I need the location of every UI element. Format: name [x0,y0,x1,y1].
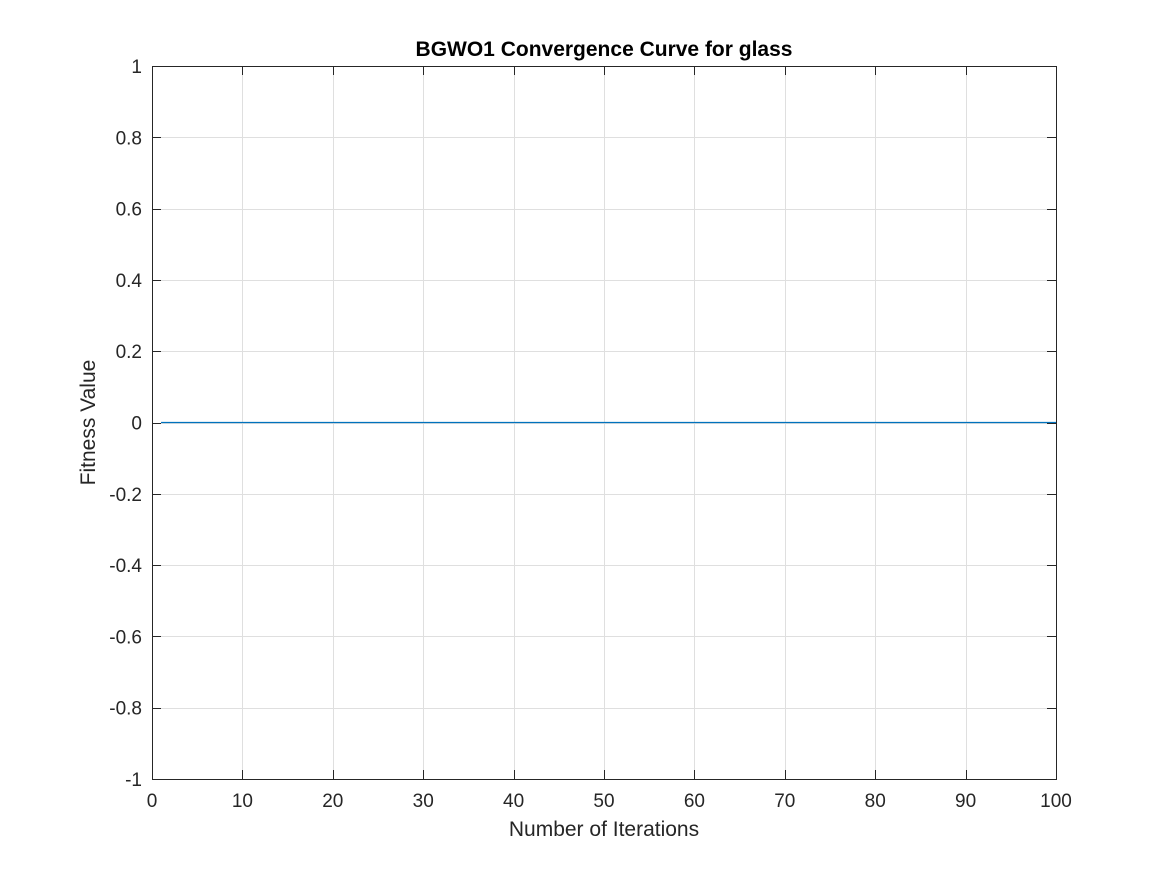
x-tick-label: 50 [593,791,614,812]
y-tick-label: 0.6 [116,200,142,221]
y-tick-label: -1 [125,770,142,791]
y-tick-label: 0 [131,414,142,435]
x-tick-label: 80 [865,791,886,812]
y-axis-title: Fitness Value [77,360,100,486]
x-tick-label: 0 [147,791,158,812]
x-tick-label: 60 [684,791,705,812]
x-tick-label: 30 [413,791,434,812]
y-tick-label: 0.4 [116,271,143,292]
tick-marks [152,66,1057,780]
x-tick-label: 100 [1040,791,1072,812]
x-tick-label: 10 [232,791,253,812]
y-tick-label: 0.2 [116,342,142,363]
y-tick-label: -0.6 [109,627,142,648]
tick-labels: 0 10 20 30 40 50 60 70 80 90 100-1-0.8-0.6-0.4-0.2… [109,57,1072,812]
y-tick-label: -0.2 [109,485,142,506]
grid-lines [152,66,1056,779]
x-tick-label: 20 [322,791,343,812]
x-tick-label: 90 [955,791,976,812]
y-tick-label: 0.8 [116,128,142,149]
x-tick-label: 40 [503,791,524,812]
y-tick-label: 1 [131,57,142,78]
y-tick-label: -0.8 [109,699,142,720]
chart-title: BGWO1 Convergence Curve for glass [416,38,793,61]
x-tick-label: 70 [774,791,795,812]
x-axis-title: Number of Iterations [509,818,699,841]
y-tick-label: -0.4 [109,556,142,577]
